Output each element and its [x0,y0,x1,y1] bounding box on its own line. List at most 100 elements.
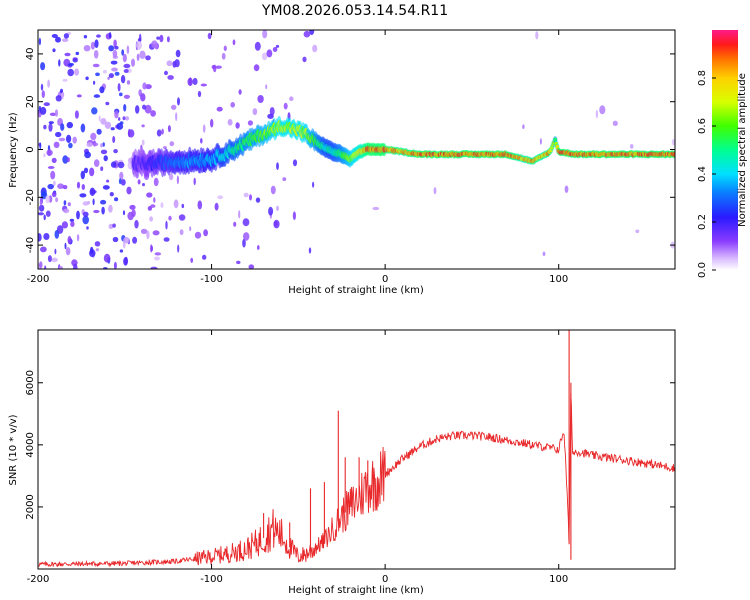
noise-mark [159,34,164,43]
noise-mark [83,211,89,217]
noise-mark [177,244,180,253]
x-tick-label: -100 [200,574,223,585]
noise-mark [43,153,46,158]
noise-mark [92,198,95,206]
y-tick-label: 20 [25,95,36,108]
snr-frame [37,329,676,570]
noise-mark [72,58,78,63]
noise-mark [261,52,268,61]
noise-mark [114,197,119,202]
noise-mark [90,41,95,50]
noise-mark [126,186,132,195]
noise-mark [142,82,147,90]
noise-mark [221,52,226,60]
noise-mark [92,63,100,68]
noise-mark [53,141,60,148]
noise-mark [58,137,66,142]
noise-mark [123,69,129,73]
noise-mark [119,92,123,97]
noise-mark [282,177,287,182]
noise-mark [178,214,186,221]
noise-mark [265,84,268,90]
noise-mark [144,104,152,114]
noise-mark [542,251,546,256]
noise-mark [168,173,174,181]
noise-mark [76,181,81,189]
noise-mark [217,195,224,200]
noise-mark [595,109,599,119]
noise-mark [200,83,207,87]
noise-mark [202,124,206,133]
noise-mark [57,183,64,189]
noise-mark [535,31,539,40]
noise-mark [110,161,117,168]
x-tick-label: 100 [549,574,568,585]
noise-mark [123,94,130,99]
noise-mark [142,104,147,110]
noise-mark [62,78,68,82]
noise-mark [111,67,118,72]
noise-mark [108,204,113,213]
noise-mark [113,149,118,154]
noise-mark [292,211,296,220]
noise-mark [51,191,57,198]
noise-mark [100,149,108,155]
noise-mark [248,264,255,269]
noise-mark [47,79,50,88]
noise-mark [81,184,86,190]
noise-mark [167,125,171,133]
noise-mark [154,252,162,256]
noise-mark [51,34,58,38]
noise-mark [230,102,235,108]
noise-mark [44,265,47,269]
spectrogram-xlabel: Height of straight line (km) [288,285,424,296]
noise-mark [151,40,158,49]
noise-mark [181,203,185,209]
noise-mark [192,77,198,86]
noise-mark [242,238,246,248]
noise-mark [283,102,288,110]
noise-mark [46,149,53,156]
y-tick-label: 0 [25,146,36,152]
noise-mark [82,201,90,206]
noise-mark [153,256,160,261]
colorbar-gradient [712,30,738,270]
noise-mark [169,141,175,147]
noise-mark [235,122,240,129]
noise-mark [89,249,96,258]
noise-mark [233,221,237,227]
noise-mark [671,138,675,146]
noise-mark [86,142,93,148]
noise-mark [64,242,67,250]
noise-mark [117,83,121,92]
noise-mark [145,55,151,61]
noise-mark [150,110,157,117]
noise-mark [73,263,78,269]
noise-mark [153,177,159,187]
noise-mark [276,205,279,211]
noise-mark [98,115,101,122]
noise-mark [146,230,150,240]
noise-mark [90,132,97,141]
noise-mark [106,179,110,183]
x-tick-label: 0 [382,574,388,585]
noise-mark [76,210,80,220]
noise-mark [129,204,136,210]
noise-mark [167,75,174,80]
noise-mark [102,185,110,190]
noise-mark [238,89,242,95]
noise-mark [54,109,59,117]
noise-mark [104,121,112,129]
noise-mark [177,97,180,106]
noise-mark [54,248,57,255]
noise-mark [276,162,279,171]
noise-mark [309,30,315,36]
noise-mark [197,200,203,210]
noise-mark [227,119,233,126]
colorbar-tick-label: 0.0 [697,262,708,278]
noise-mark [64,52,71,57]
noise-mark [128,128,131,138]
noise-mark [96,34,101,38]
